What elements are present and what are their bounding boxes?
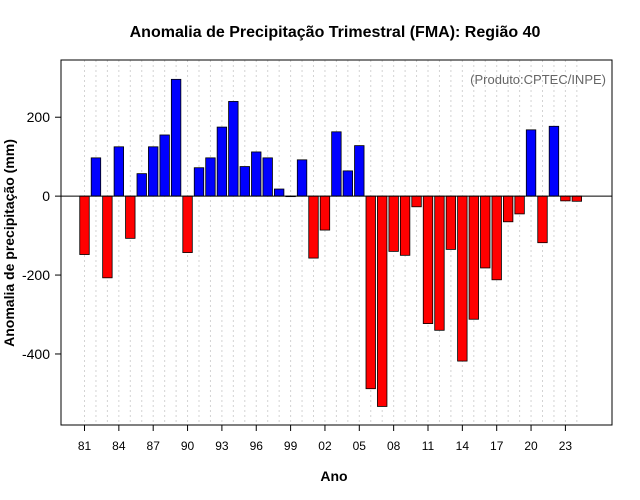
bar-2004 (342, 170, 354, 197)
bar-2009 (399, 195, 411, 256)
x-axis-label: Ano (320, 468, 347, 484)
x-tick-label: 08 (387, 439, 401, 453)
plot-frame (60, 59, 613, 426)
bar-2007 (377, 195, 388, 407)
bar-1983 (102, 195, 113, 279)
bar-2006 (365, 195, 376, 390)
y-axis: -400 -200 0 200 (22, 109, 61, 362)
bar-2001 (308, 195, 319, 259)
x-tick-label: 96 (250, 439, 264, 453)
bar-2012 (434, 195, 445, 331)
bar-1985 (125, 195, 136, 239)
bar-1995 (239, 166, 250, 197)
bar-2018 (502, 195, 514, 223)
bar-1994 (228, 101, 239, 197)
bar-2013 (445, 195, 457, 250)
y-tick-label: -200 (22, 267, 50, 283)
bar-2005 (354, 145, 365, 197)
x-tick-label: 23 (559, 439, 573, 453)
x-tick-label: 93 (215, 439, 229, 453)
bar-1982 (90, 157, 102, 197)
bar-2016 (480, 195, 491, 269)
bar-1987 (148, 146, 159, 197)
y-tick-label: 200 (27, 109, 51, 125)
bar-2002 (319, 195, 331, 231)
bar-1998 (273, 188, 285, 197)
bar-2019 (514, 195, 525, 215)
x-tick-label: 14 (456, 439, 470, 453)
bar-2008 (388, 195, 399, 252)
bar-1991 (193, 167, 205, 197)
x-tick-label: 05 (353, 439, 367, 453)
bar-2017 (491, 195, 502, 281)
bar-1990 (182, 195, 193, 253)
bar-2011 (422, 195, 434, 324)
x-tick-label: 90 (181, 439, 195, 453)
bar-2020 (525, 129, 537, 197)
vertical-gridlines (84, 60, 578, 425)
bar-2014 (457, 195, 468, 362)
x-tick-label: 17 (490, 439, 504, 453)
bars-group (79, 78, 582, 407)
bar-2021 (537, 195, 548, 244)
y-tick-label: 0 (42, 188, 50, 204)
x-tick-label: 81 (78, 439, 92, 453)
bar-1997 (262, 157, 273, 197)
x-tick-label: 84 (112, 439, 126, 453)
x-tick-label: 11 (422, 439, 435, 453)
bar-2015 (468, 195, 479, 320)
bar-2023 (560, 195, 571, 202)
bar-1993 (216, 126, 228, 197)
x-tick-label: 02 (318, 439, 332, 453)
bar-1988 (159, 134, 170, 197)
bar-2022 (548, 125, 560, 197)
bar-1981 (79, 195, 90, 255)
x-axis: 81 84 87 90 93 96 99 02 05 08 11 14 17 20 23 (78, 425, 573, 453)
bar-1984 (113, 146, 124, 197)
y-axis-label: Anomalia de precipitação (mm) (1, 139, 17, 347)
y-tick-label: -400 (22, 346, 50, 362)
x-tick-label: 87 (147, 439, 161, 453)
bar-1986 (136, 173, 147, 197)
bar-1996 (251, 151, 262, 197)
x-tick-label: 99 (284, 439, 298, 453)
chart-title: Anomalia de Precipitação Trimestral (FMA… (130, 24, 541, 41)
bar-1989 (170, 78, 182, 197)
source-note: (Produto:CPTEC/INPE) (470, 72, 606, 87)
bar-2003 (331, 131, 342, 197)
bar-2010 (411, 195, 422, 208)
bar-2000 (296, 159, 308, 197)
x-tick-label: 20 (524, 439, 538, 453)
bar-2024 (571, 195, 582, 202)
bar-1992 (205, 157, 216, 197)
